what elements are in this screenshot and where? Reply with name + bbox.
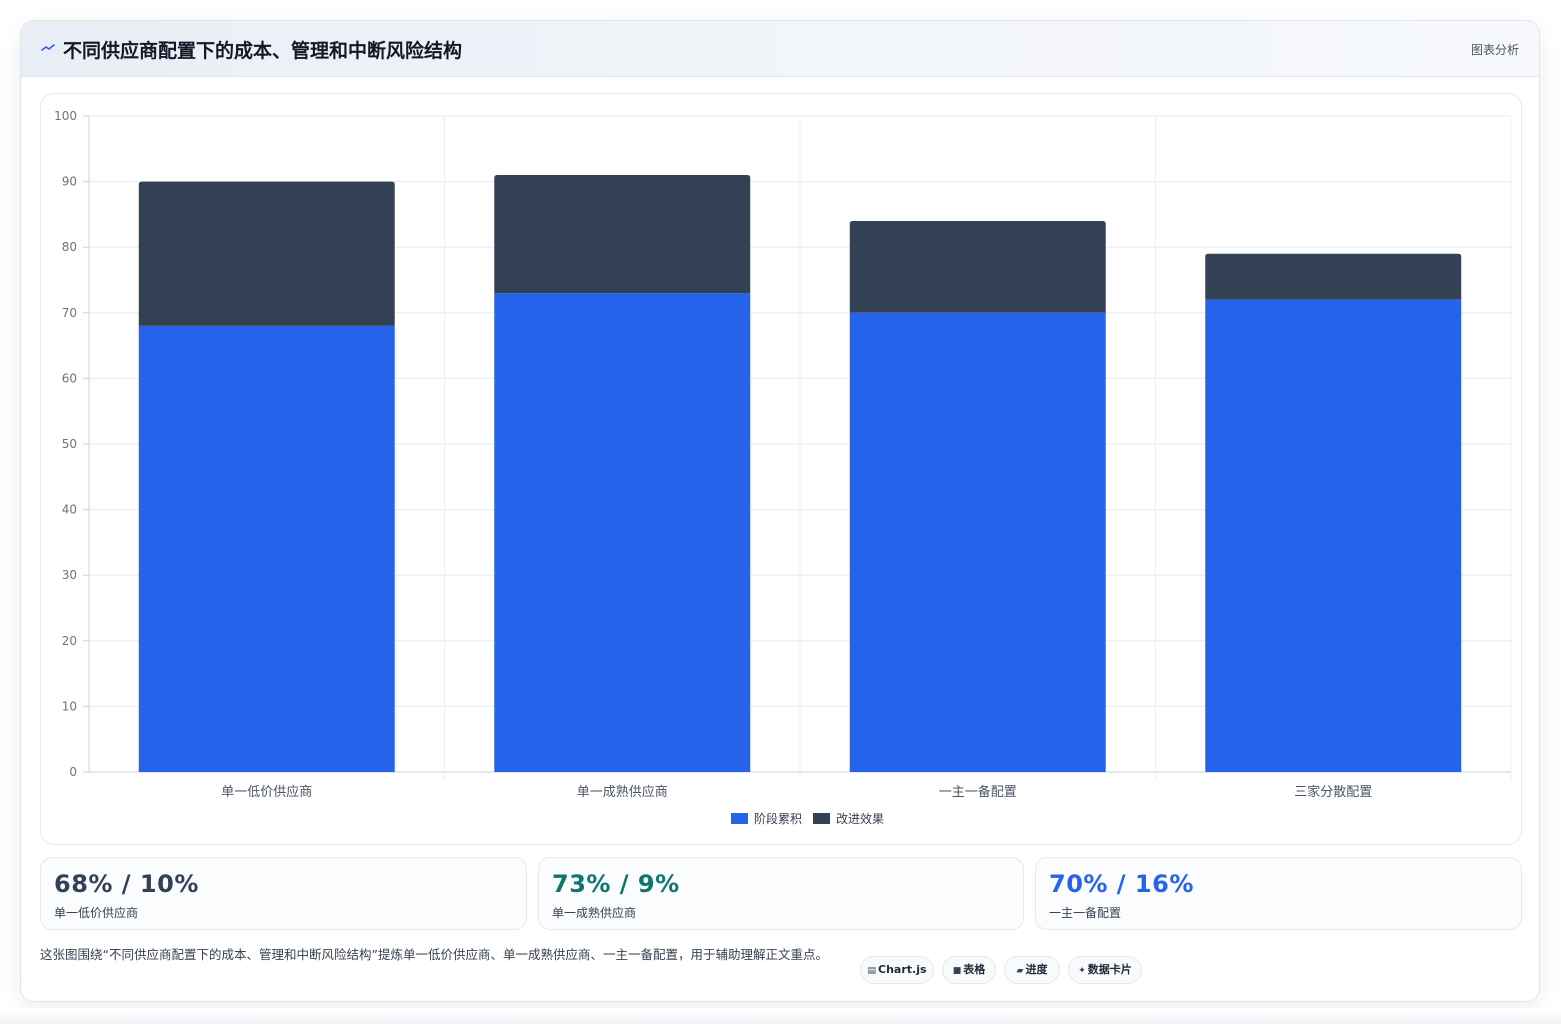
x-tick-label: 单一成熟供应商 [577,784,668,800]
stacked-bar-chart: 0 10 20 30 40 50 60 70 80 90 100 单一低价供应商 单一成熟供应商 一主一… [54,109,1512,826]
y-axis-ticks: 0 10 20 30 40 50 60 70 80 90 100 [54,109,77,779]
x-tick-label: 一主一备配置 [939,784,1017,800]
table-icon: ■ [952,966,962,976]
stat-label: 单一成熟供应商 [552,906,637,920]
tag-label: 进度 [1025,963,1048,976]
y-tick-label: 10 [62,699,77,713]
y-tick-label: 90 [62,175,77,189]
bar-segment [1205,253,1462,300]
sparkle-icon: ✦ [1078,966,1086,976]
stat-value: 70% / 16% [1049,870,1194,898]
chart-card: 不同供应商配置下的成本、管理和中断风险结构 图表分析 0 10 20 30 40 50 60… [20,20,1540,1002]
y-tick-label: 80 [62,240,77,254]
y-tick-label: 30 [62,568,77,582]
y-tick-label: 60 [62,371,77,385]
bar-segment [849,220,1106,313]
y-tick-label: 0 [69,765,77,779]
y-tick-label: 50 [62,437,77,451]
chart-analysis-label[interactable]: 图表分析 [1470,43,1519,57]
x-axis-ticks: 单一低价供应商 单一成熟供应商 一主一备配置 三家分散配置 [221,784,1372,800]
bar-segment [849,312,1106,772]
legend-swatch [731,813,748,824]
legend: 阶段累积 改进效果 [731,811,884,826]
legend-label: 改进效果 [836,811,884,826]
tag-chartjs[interactable]: ▤ Chart.js [860,956,934,984]
bar-segment [494,175,751,294]
y-tick-label: 40 [62,503,77,517]
tag-label: Chart.js [878,963,927,976]
card-header: 不同供应商配置下的成本、管理和中断风险结构 图表分析 [21,21,1539,77]
x-tick-label: 三家分散配置 [1294,784,1372,800]
tag-data-card[interactable]: ✦ 数据卡片 [1068,956,1142,984]
tag-label: 数据卡片 [1087,963,1132,976]
legend-swatch [813,813,830,824]
chart-panel: 0 10 20 30 40 50 60 70 80 90 100 单一低价供应商 单一成熟供应商 一主一… [40,93,1522,845]
stat-value: 73% / 9% [552,870,680,898]
sparkline-icon [41,41,55,55]
stat-label: 单一低价供应商 [54,906,139,920]
tag-progress[interactable]: ▰ 进度 [1004,956,1060,984]
y-tick-label: 100 [54,109,77,123]
chart-icon: ▤ [867,966,876,976]
bars [138,175,1462,772]
stat-label: 一主一备配置 [1049,906,1122,920]
progress-icon: ▰ [1016,966,1024,976]
y-tick-label: 20 [62,634,77,648]
bar-segment [494,293,751,772]
page-bottom-strip [0,1008,1561,1024]
y-tick-label: 70 [62,306,77,320]
page-title: 不同供应商配置下的成本、管理和中断风险结构 [63,40,463,62]
tag-table[interactable]: ■ 表格 [942,956,996,984]
stat-card-1: 68% / 10% 单一低价供应商 [40,857,527,930]
bar-segment [1205,299,1462,772]
stat-card-2: 73% / 9% 单一成熟供应商 [538,857,1024,930]
stat-card-3: 70% / 16% 一主一备配置 [1035,857,1522,930]
bar-segment [138,325,395,772]
bar-segment [138,181,395,326]
footer-note: 这张图围绕“不同供应商配置下的成本、管理和中断风险结构”提炼单一低价供应商、单一… [40,947,828,962]
stat-value: 68% / 10% [54,870,199,898]
x-tick-label: 单一低价供应商 [221,784,312,800]
tag-label: 表格 [963,963,986,976]
legend-label: 阶段累积 [754,811,802,826]
